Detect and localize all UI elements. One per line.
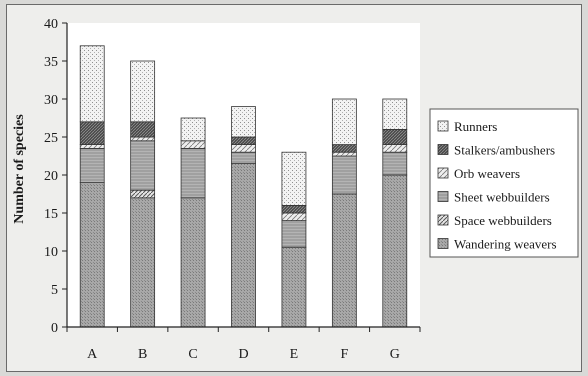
stacked-bar-chart: 0 5 10 15 20 25 30 35 40 A B C D E F G Number of speci… <box>12 17 579 362</box>
bar-segment <box>231 151 256 164</box>
legend-swatch <box>437 167 449 179</box>
bar-segment <box>382 98 408 130</box>
bar-segment <box>130 121 156 138</box>
legend-swatch <box>437 191 449 202</box>
legend-swatch <box>437 238 449 249</box>
bar-segment <box>382 129 408 146</box>
x-tick-label: F <box>340 347 348 362</box>
legend-label: Wandering weavers <box>454 237 557 252</box>
bar-segment <box>180 197 206 328</box>
bar-segment <box>331 193 357 328</box>
bar-segment <box>130 140 156 191</box>
legend-box <box>429 108 579 258</box>
y-tick-label: 10 <box>44 245 58 260</box>
bar-segment <box>79 144 105 149</box>
bar-segment <box>130 197 156 328</box>
bar-segment <box>382 174 408 328</box>
y-tick-label: 15 <box>44 207 58 222</box>
y-tick-label: 40 <box>44 17 58 32</box>
chart-frame: 0 5 10 15 20 25 30 35 40 A B C D E F G Number of speci… <box>6 4 582 372</box>
bar-segment <box>130 60 156 123</box>
legend-swatch <box>437 120 449 132</box>
x-tick-label: G <box>390 347 400 362</box>
bar-segment <box>231 106 256 138</box>
bar-segment <box>130 189 156 199</box>
bar-segment <box>130 136 156 142</box>
y-tick-label: 30 <box>44 93 58 108</box>
bar-segment <box>231 163 256 328</box>
x-tick-label: B <box>138 347 147 362</box>
y-axis-label: Number of species <box>12 114 27 224</box>
bar-segment <box>382 151 408 176</box>
legend-swatch <box>437 214 449 226</box>
bar-segment <box>281 246 307 328</box>
bar-segment <box>79 121 105 146</box>
bar-segment <box>331 151 357 157</box>
legend-label: Stalkers/ambushers <box>454 143 555 158</box>
bar-segment <box>331 98 357 145</box>
y-tick-label: 5 <box>51 283 58 298</box>
y-tick-label: 35 <box>44 55 58 70</box>
bar-segment <box>281 212 307 221</box>
x-tick-label: E <box>290 347 299 362</box>
legend: Runners Stalkers/ambushers Orb weavers Shee… <box>429 108 579 258</box>
bar-segment <box>231 144 256 153</box>
bar-segment <box>281 204 307 214</box>
bar-segment <box>382 144 408 153</box>
legend-label: Orb weavers <box>454 166 520 181</box>
y-tick-label: 25 <box>44 131 58 146</box>
bar-segment <box>79 182 105 328</box>
bar-segment <box>331 155 357 195</box>
bar-segment <box>180 140 206 149</box>
plot-area <box>67 23 420 328</box>
bar-segment <box>281 151 307 206</box>
legend-label: Sheet webbuilders <box>454 190 550 205</box>
x-axis: A B C D E F G <box>66 326 421 362</box>
y-tick-label: 20 <box>44 169 58 184</box>
legend-label: Space webbuilders <box>454 213 552 228</box>
y-tick-label: 0 <box>51 321 58 336</box>
legend-swatch <box>437 144 449 155</box>
x-tick-label: C <box>188 347 197 362</box>
bar-segment <box>331 144 357 153</box>
legend-label: Runners <box>454 119 497 134</box>
bar-segment <box>79 45 105 123</box>
bar-segment <box>180 147 206 199</box>
x-tick-label: D <box>238 347 248 362</box>
x-tick-label: A <box>87 347 98 362</box>
bar-segment <box>180 117 206 142</box>
y-axis: 0 5 10 15 20 25 30 35 40 <box>44 17 68 336</box>
bar-segment <box>79 147 105 183</box>
bar-segment <box>231 136 256 145</box>
bar-segment <box>281 220 307 248</box>
